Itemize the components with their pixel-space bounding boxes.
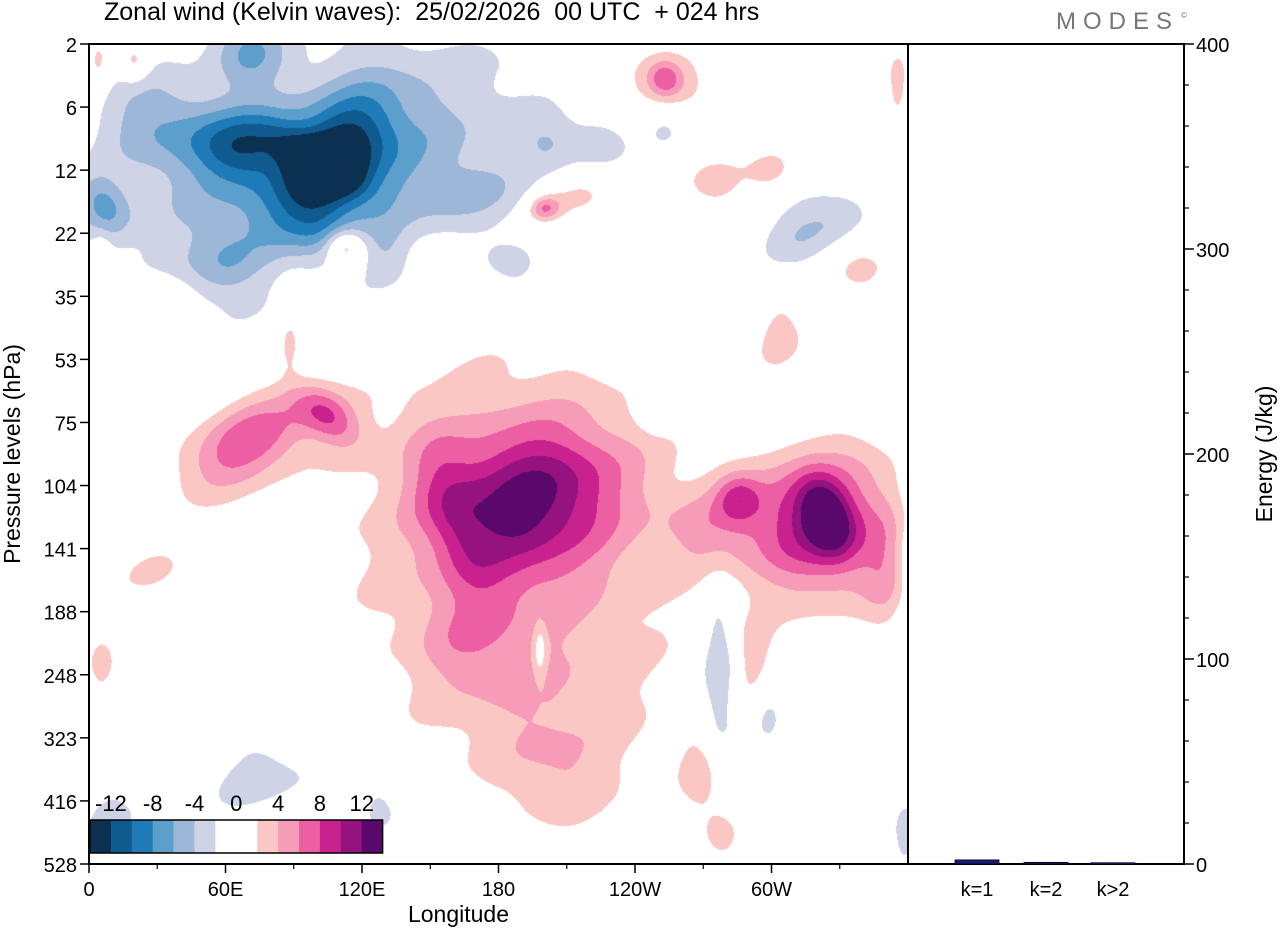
y-tick-label: 6 — [66, 98, 77, 120]
x-tick-label: 120E — [339, 879, 386, 901]
colorbar-label: -8 — [143, 791, 163, 816]
y-tick-label: 2 — [66, 35, 77, 57]
y-tick-label: 323 — [44, 729, 77, 751]
copyright-mark: © — [1181, 11, 1187, 20]
energy-category-label: k>2 — [1097, 879, 1130, 901]
y-tick-label: 416 — [44, 792, 77, 814]
energy-tick-label: 200 — [1196, 445, 1229, 467]
y-tick-label: 35 — [55, 287, 77, 309]
y-tick-label: 141 — [44, 540, 77, 562]
modes-logo: MODES — [1056, 8, 1180, 35]
y-tick-label: 528 — [44, 855, 77, 877]
colorbar-swatch — [340, 820, 362, 853]
colorbar-swatch — [90, 820, 112, 853]
colorbar-swatch — [131, 820, 153, 853]
colorbar-label: 0 — [230, 791, 242, 816]
colorbar-swatch — [257, 820, 279, 853]
colorbar-swatch — [215, 820, 237, 853]
colorbar-label: 12 — [349, 791, 373, 816]
colorbar: -12 -8 -4 0 4 8 12 — [89, 791, 384, 854]
energy-axis-label: Energy (J/kg) — [1251, 386, 1277, 523]
x-tick-label: 180 — [482, 879, 515, 901]
colorbar-label: -4 — [185, 791, 205, 816]
colorbar-label: 8 — [314, 791, 326, 816]
colorbar-swatch — [110, 820, 133, 853]
energy-frame — [907, 43, 1185, 865]
y-tick-label: 104 — [44, 477, 77, 499]
colorbar-swatch — [152, 820, 174, 853]
x-tick-label: 0 — [83, 879, 94, 901]
energy-tick-label: 400 — [1196, 35, 1229, 57]
x-axis-label: Longitude — [408, 901, 509, 927]
y-tick-label: 53 — [55, 350, 77, 372]
y-tick-label: 248 — [44, 666, 77, 688]
energy-bar-k=1 — [954, 859, 1000, 865]
y-axis-label: Pressure levels (hPa) — [0, 344, 25, 564]
energy-bar-k>2 — [1090, 862, 1136, 865]
zonal-wind-field — [89, 44, 908, 864]
y-tick-label: 75 — [55, 413, 77, 435]
colorbar-frame — [89, 819, 384, 854]
x-tick-label: 60E — [208, 879, 244, 901]
x-tick-label: 120W — [609, 879, 661, 901]
colorbar-swatch — [319, 820, 342, 853]
colorbar-swatch — [173, 820, 195, 853]
energy-category-label: k=2 — [1030, 879, 1063, 901]
chart-title: Zonal wind (Kelvin waves): 25/02/2026 00… — [104, 0, 760, 26]
energy-tick-label: 300 — [1196, 240, 1229, 262]
colorbar-label: 4 — [272, 791, 284, 816]
colorbar-label: -12 — [95, 791, 127, 816]
energy-category-label: k=1 — [961, 879, 994, 901]
y-tick-label: 12 — [55, 161, 77, 183]
colorbar-swatch — [278, 820, 300, 853]
colorbar-swatch — [194, 820, 216, 853]
y-tick-label: 22 — [55, 224, 77, 246]
energy-tick-label: 100 — [1196, 650, 1229, 672]
energy-tick-label: 0 — [1196, 855, 1207, 877]
colorbar-swatch — [299, 820, 321, 853]
energy-bar-chart: 0 100 200 300 400 Energy (J/kg) k=1 k=2 k>2 — [907, 35, 1277, 901]
energy-bar-k=2 — [1023, 861, 1069, 865]
heatmap-field — [89, 44, 908, 864]
colorbar-swatch — [361, 820, 383, 853]
x-tick-label: 60W — [751, 879, 792, 901]
y-tick-label: 188 — [44, 603, 77, 625]
colorbar-swatch — [236, 820, 258, 853]
